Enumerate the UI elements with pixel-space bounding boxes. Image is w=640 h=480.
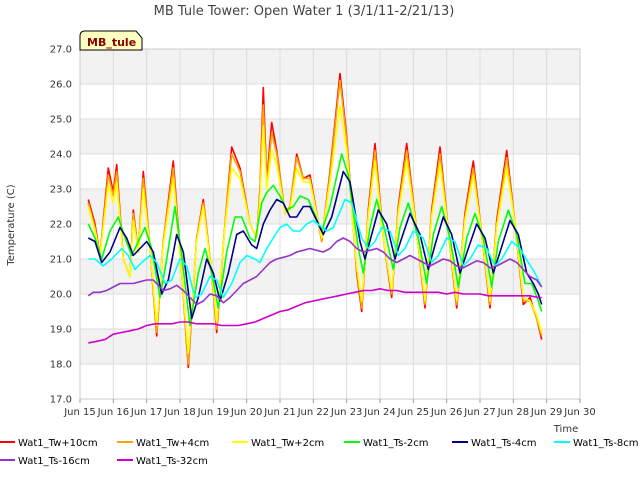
x-tick-label: Jun 29 — [530, 407, 563, 418]
legend: Wat1_Tw+10cm Wat1_Tw+4cm Wat1_Tw+2cm Wat1_T… — [0, 438, 639, 467]
series-lines — [87, 72, 543, 369]
chart-tag: MB_tule — [79, 30, 143, 51]
x-axis-ticks: Jun 15 Jun 16 Jun 17 Jun 18 Jun 19 Jun 20 Jun … — [63, 399, 596, 418]
legend-label-wat1-ts-2cm: Wat1_Ts-2cm — [363, 438, 429, 449]
y-tick-label: 20.0 — [50, 290, 72, 301]
x-tick-label: Jun 17 — [130, 407, 163, 418]
x-tick-label: Jun 19 — [197, 407, 230, 418]
y-tick-label: 19.0 — [50, 325, 72, 336]
legend-label-wat1-tw-10cm: Wat1_Tw+10cm — [18, 438, 98, 449]
x-tick-label: Jun 18 — [163, 407, 196, 418]
y-tick-label: 22.0 — [50, 220, 72, 231]
legend-label-wat1-ts-8cm: Wat1_Ts-8cm — [573, 438, 639, 449]
y-tick-label: 26.0 — [50, 80, 72, 91]
x-tick-label: Jun 24 — [363, 407, 396, 418]
x-tick-label: Jun 22 — [297, 407, 330, 418]
legend-label-wat1-ts-16cm: Wat1_Ts-16cm — [18, 456, 90, 467]
series-line-wat1-ts-32cm — [88, 288, 542, 344]
legend-label-wat1-tw-4cm: Wat1_Tw+4cm — [136, 438, 209, 449]
x-tick-label: Jun 25 — [397, 407, 430, 418]
legend-label-wat1-ts-32cm: Wat1_Ts-32cm — [136, 456, 208, 467]
legend-label-wat1-tw-2cm: Wat1_Tw+2cm — [251, 438, 324, 449]
series-line-wat1-ts-2cm — [87, 153, 543, 327]
x-tick-label: Jun 23 — [330, 407, 363, 418]
series-line-wat1-ts-16cm — [87, 237, 543, 306]
y-axis-ticks: 17.0 18.0 19.0 20.0 21.0 22.0 23.0 24.0 25.0 26.0… — [50, 45, 72, 406]
x-tick-label: Jun 16 — [97, 407, 130, 418]
x-tick-label: Jun 20 — [230, 407, 263, 418]
x-axis-label: Time — [553, 424, 578, 435]
y-tick-label: 25.0 — [50, 115, 72, 126]
y-tick-label: 27.0 — [50, 45, 72, 56]
y-axis-label: Temperature (C) — [6, 184, 17, 266]
y-tick-label: 23.0 — [50, 185, 72, 196]
series-line-wat1-ts-8cm — [88, 198, 543, 299]
legend-label-wat1-ts-4cm: Wat1_Ts-4cm — [471, 438, 537, 449]
plot-band — [80, 329, 580, 364]
x-tick-label: Jun 26 — [430, 407, 463, 418]
x-tick-label: Jun 15 — [63, 407, 96, 418]
plot-band — [80, 49, 580, 84]
x-tick-label: Jun 28 — [497, 407, 530, 418]
plot-band — [80, 119, 580, 154]
y-tick-label: 17.0 — [50, 395, 72, 406]
y-tick-label: 21.0 — [50, 255, 72, 266]
axes — [79, 48, 581, 400]
tag-text: MB_tule — [87, 36, 136, 49]
x-tick-label: Jun 30 — [563, 407, 596, 418]
plot-frame — [79, 48, 581, 400]
y-tick-label: 18.0 — [50, 360, 72, 371]
series-line-wat1-tw-2cm — [87, 104, 543, 355]
tag-box — [79, 30, 143, 51]
chart-title: MB Tule Tower: Open Water 1 (3/1/11-2/21… — [154, 4, 455, 19]
x-tick-label: Jun 27 — [463, 407, 496, 418]
x-tick-label: Jun 21 — [263, 407, 296, 418]
series-line-wat1-ts-4cm — [87, 170, 543, 320]
y-tick-label: 24.0 — [50, 150, 72, 161]
